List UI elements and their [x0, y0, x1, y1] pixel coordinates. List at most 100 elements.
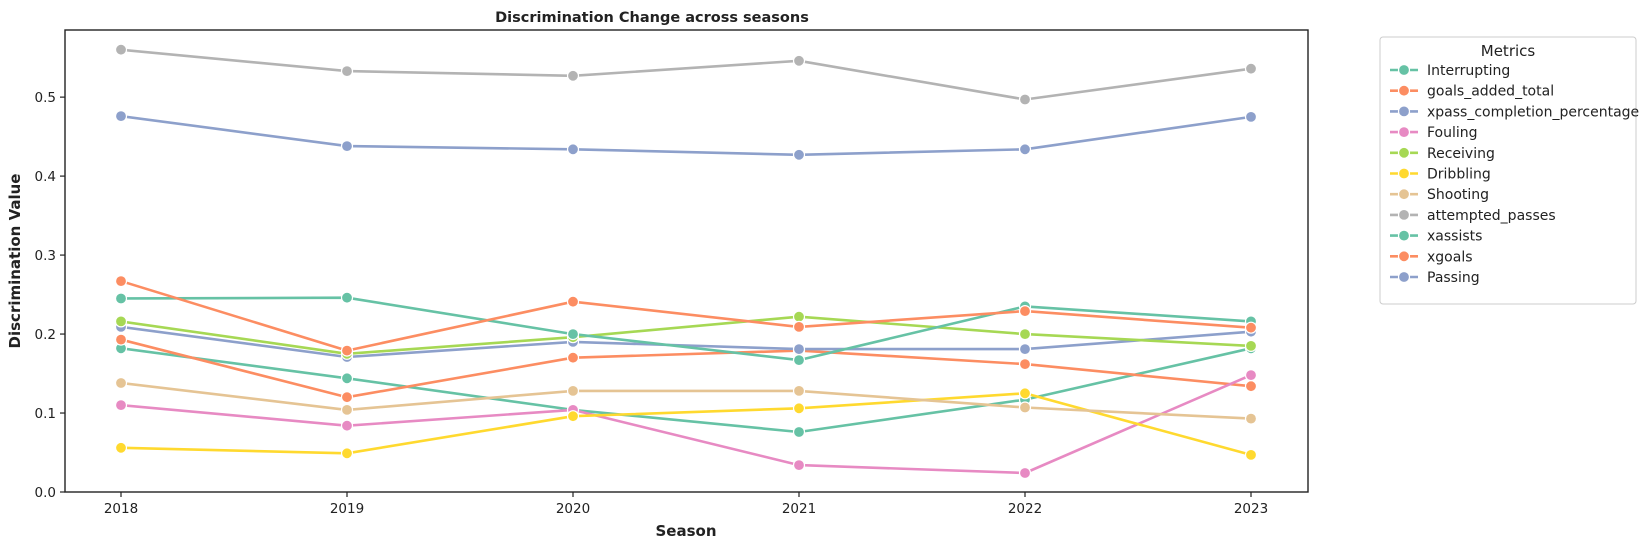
data-point: [1018, 387, 1032, 400]
data-point: [340, 372, 354, 385]
legend: Metrics Interrupting goals_added_totalxpa…: [1379, 36, 1639, 305]
y-tick-label: 0.0: [35, 485, 56, 501]
data-point: [114, 399, 128, 412]
data-point: [566, 351, 580, 364]
data-point: [1244, 412, 1258, 425]
legend-item: Receiving: [1390, 146, 1495, 162]
x-tick-label: 2020: [556, 501, 590, 517]
legend-label: xgoals: [1427, 249, 1473, 265]
data-point: [1018, 328, 1032, 341]
data-point: [792, 148, 806, 161]
series-line: [120, 338, 1252, 399]
series-line: [120, 48, 1252, 101]
data-point: [114, 43, 128, 56]
legend-label: xassists: [1427, 229, 1482, 245]
legend-item: Shooting: [1390, 187, 1489, 203]
legend-frame: [1379, 36, 1637, 305]
series-line: [120, 296, 1252, 362]
legend-item: xassists: [1390, 229, 1482, 245]
series-line: [120, 373, 1252, 475]
data-point: [1244, 448, 1258, 461]
data-point: [1244, 380, 1258, 393]
y-tick-label: 0.1: [35, 406, 56, 422]
data-point: [1018, 143, 1032, 156]
series-xgoals: [114, 275, 1258, 357]
y-tick-label: 0.3: [35, 248, 56, 264]
legend-marker: [1397, 105, 1411, 118]
data-point: [792, 54, 806, 67]
data-point: [1244, 62, 1258, 75]
data-point: [792, 384, 806, 397]
x-tick-label: 2018: [104, 501, 138, 517]
plot-area: [64, 29, 1309, 493]
data-point: [792, 425, 806, 439]
legend-marker: [1397, 208, 1411, 221]
series-Dribbling: [114, 387, 1258, 461]
series-line: [120, 381, 1252, 420]
y-tick-label: 0.4: [35, 169, 56, 185]
legend-items: Interrupting goals_added_total xpass_compl…: [1390, 63, 1639, 286]
legend-marker: [1397, 63, 1411, 77]
data-point: [1018, 343, 1032, 356]
data-point: [340, 447, 354, 460]
legend-label: Fouling: [1427, 125, 1478, 141]
plot-frame: [64, 29, 1309, 493]
legend-label: Interrupting: [1427, 63, 1510, 79]
data-point: [114, 315, 128, 328]
x-axis-label: Season: [655, 522, 716, 540]
series-layer: [114, 43, 1258, 480]
legend-item: Interrupting: [1390, 63, 1510, 79]
data-point: [1244, 321, 1258, 334]
y-tick-label: 0.5: [35, 90, 56, 106]
data-point: [340, 344, 354, 357]
legend-label: attempted_passes: [1427, 208, 1556, 224]
series-line: [120, 391, 1252, 457]
legend-label: xpass_completion_percentage: [1427, 104, 1639, 120]
series-Shooting: [114, 376, 1258, 425]
y-axis-label: Discrimination Value: [6, 174, 24, 349]
data-point: [114, 376, 128, 390]
y-tick-label: 0.2: [35, 327, 56, 343]
series-Receiving: [114, 310, 1258, 360]
legend-label: Dribbling: [1427, 167, 1491, 183]
legend-item: goals_added_total: [1390, 84, 1554, 100]
data-point: [114, 333, 128, 346]
x-axis: 2018 2019 2020 2021 2022 2023: [104, 492, 1268, 517]
data-point: [1244, 339, 1258, 352]
x-tick-label: 2019: [330, 501, 364, 517]
legend-item: Dribbling: [1390, 167, 1491, 183]
legend-label: Passing: [1427, 270, 1480, 286]
data-point: [114, 275, 128, 288]
series-line: [120, 279, 1252, 352]
chart-title: Discrimination Change across seasons: [495, 10, 809, 26]
legend-label: goals_added_total: [1427, 84, 1554, 100]
data-point: [792, 459, 806, 472]
legend-label: Receiving: [1427, 146, 1495, 162]
x-tick-label: 2023: [1234, 501, 1268, 517]
series-attempted_passes: [114, 43, 1258, 106]
data-point: [340, 403, 354, 416]
legend-marker: [1397, 229, 1411, 242]
legend-marker: [1397, 270, 1411, 284]
legend-marker: [1397, 188, 1411, 201]
data-point: [1244, 369, 1258, 382]
legend-item: attempted_passes: [1390, 208, 1556, 224]
legend-marker: [1397, 167, 1411, 180]
data-point: [114, 292, 128, 305]
data-point: [792, 310, 806, 323]
x-tick-label: 2022: [1008, 501, 1042, 517]
data-point: [340, 64, 354, 78]
data-point: [1018, 305, 1032, 318]
data-point: [792, 402, 806, 415]
data-point: [1018, 401, 1032, 414]
legend-marker: [1397, 84, 1411, 97]
data-point: [566, 384, 580, 397]
series-xpass_completion_percentage: [114, 320, 1258, 364]
data-point: [1018, 93, 1032, 106]
data-point: [114, 441, 128, 454]
data-point: [340, 291, 354, 304]
data-point: [566, 69, 580, 82]
data-point: [566, 328, 580, 341]
data-point: [340, 140, 354, 153]
data-point: [566, 410, 580, 423]
